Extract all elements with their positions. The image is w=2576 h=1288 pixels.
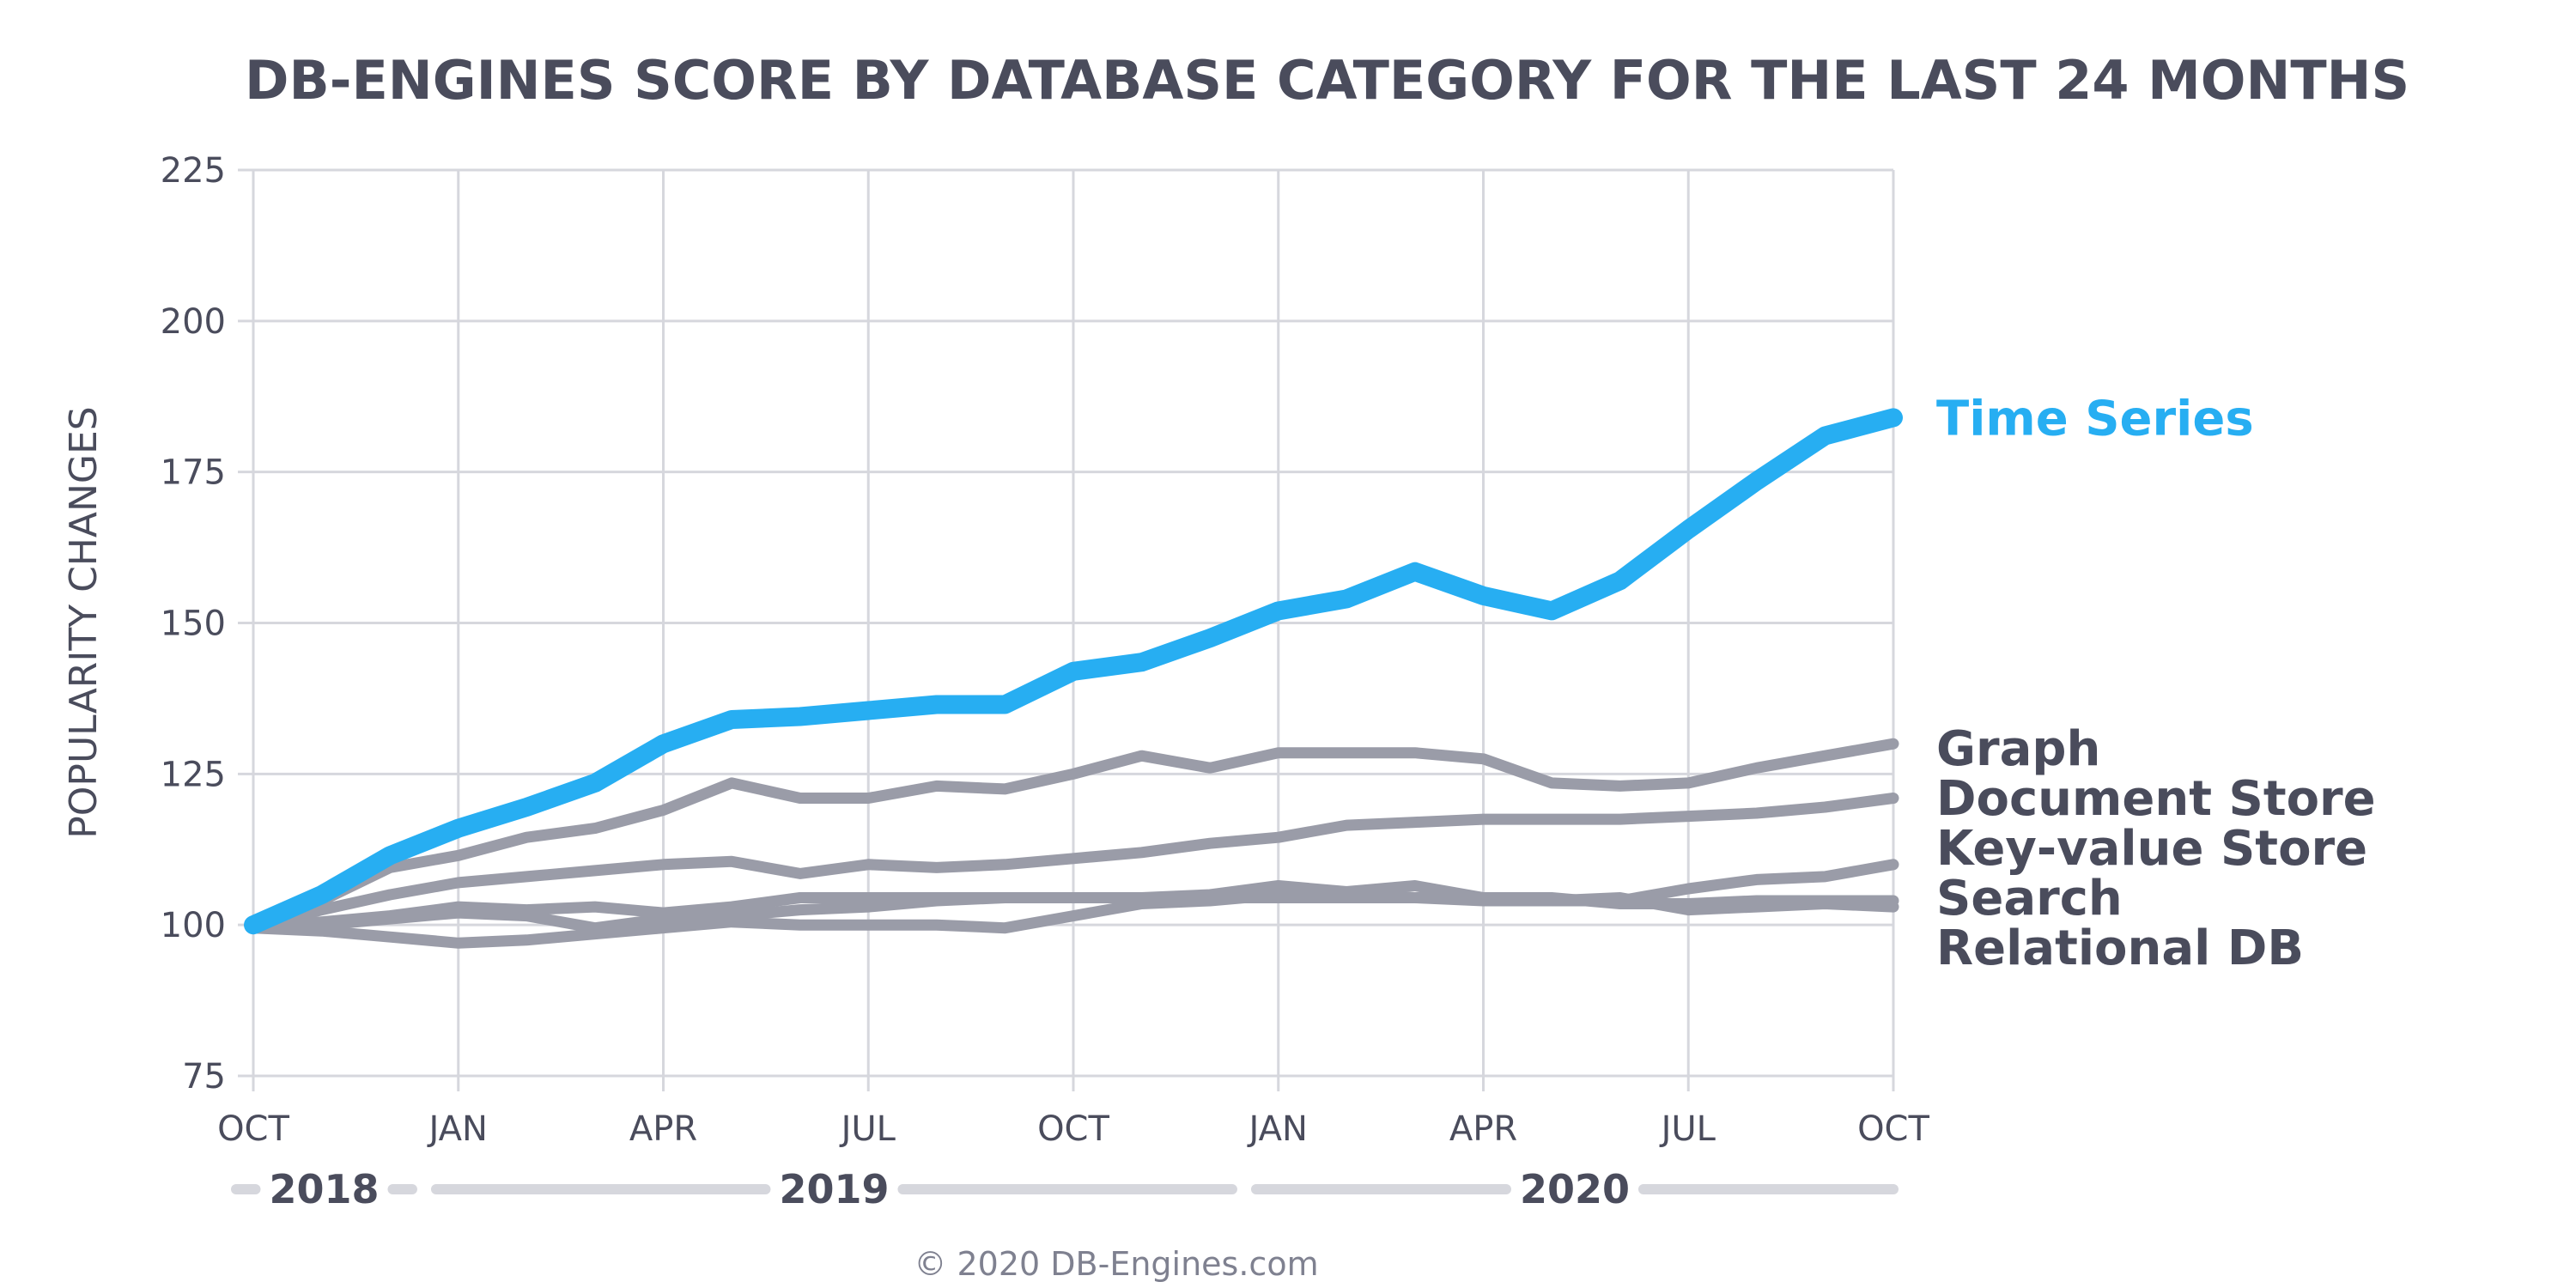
series-lines <box>244 408 1903 949</box>
y-tick-label: 225 <box>161 151 226 191</box>
y-tick-labels: 75 100 125 150 175 200 225 <box>161 151 226 1097</box>
year-label: 2020 <box>1520 1166 1630 1212</box>
x-tick-labels: OCT JAN APR JUL OCT JAN APR JUL OCT <box>217 1109 1929 1149</box>
legend-label: Key-value Store <box>1936 821 2367 877</box>
year-axis: 2018 2019 2020 <box>231 1166 1899 1212</box>
legend-label: Search <box>1936 871 2123 927</box>
x-tick-label: JAN <box>1247 1109 1308 1149</box>
x-tick-label: APR <box>629 1109 697 1149</box>
legend-label: Time Series <box>1936 391 2254 447</box>
gridlines <box>238 168 1895 1091</box>
x-tick-label: JAN <box>427 1109 488 1149</box>
legend-label: Document Store <box>1936 771 2376 827</box>
y-tick-label: 175 <box>161 453 226 493</box>
series-line-graph <box>247 738 1899 934</box>
x-tick-label: JUL <box>1659 1109 1716 1149</box>
x-tick-label: OCT <box>217 1109 289 1149</box>
x-tick-label: OCT <box>1037 1109 1109 1149</box>
x-tick-label: JUL <box>839 1109 896 1149</box>
y-tick-label: 125 <box>161 755 226 794</box>
y-tick-label: 100 <box>161 906 226 945</box>
x-tick-label: APR <box>1449 1109 1517 1149</box>
x-tick-label: OCT <box>1857 1109 1929 1149</box>
copyright: © 2020 DB-Engines.com <box>914 1245 1318 1283</box>
year-label: 2018 <box>269 1166 379 1212</box>
series-line-time-series <box>244 408 1903 935</box>
year-label: 2019 <box>779 1166 889 1212</box>
series-line-document-store <box>247 793 1899 934</box>
legend-label: Graph <box>1936 721 2100 777</box>
y-axis-label: POPULARITY CHANGES <box>62 406 106 838</box>
chart-title: DB-ENGINES SCORE BY DATABASE CATEGORY FO… <box>245 49 2409 112</box>
y-tick-label: 200 <box>161 302 226 342</box>
y-tick-label: 75 <box>182 1057 226 1097</box>
legend-label: Relational DB <box>1936 920 2304 976</box>
series-line-relational-db <box>247 889 1899 949</box>
y-tick-label: 150 <box>161 605 226 644</box>
series-line-search <box>247 892 1899 934</box>
